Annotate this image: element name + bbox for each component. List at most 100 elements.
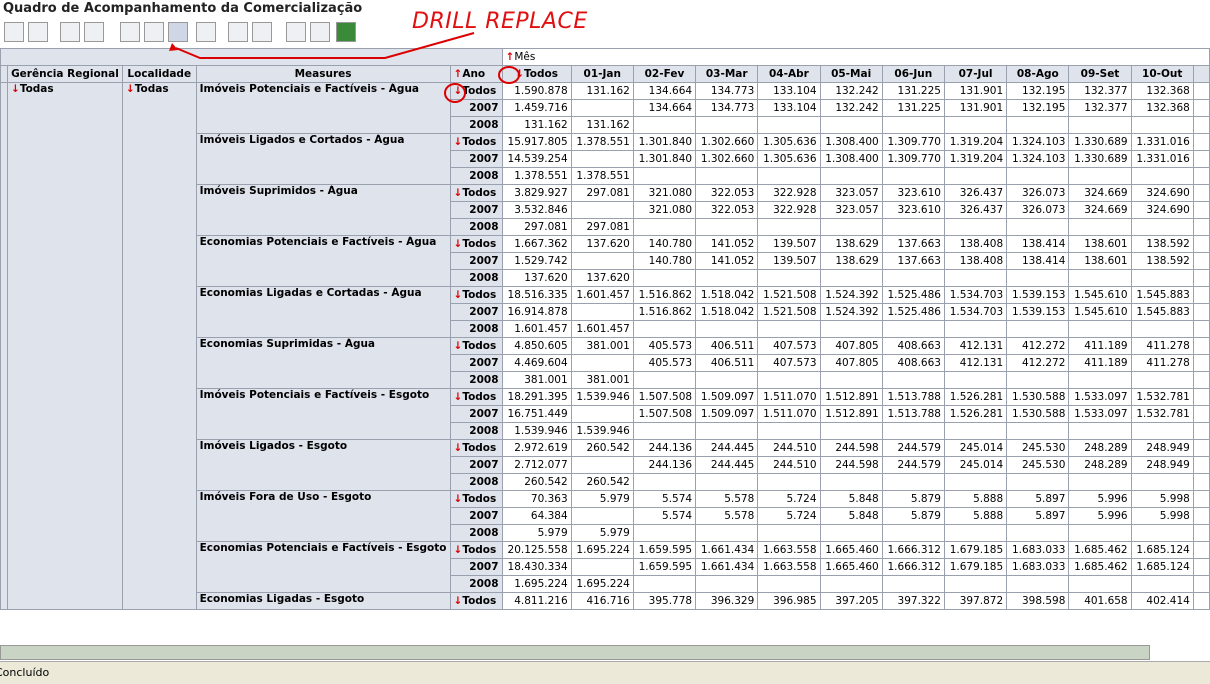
value-cell bbox=[695, 473, 759, 491]
year-member[interactable]: Todos bbox=[449, 286, 503, 304]
tool-button[interactable] bbox=[60, 22, 80, 42]
year-member[interactable]: Todos bbox=[449, 133, 503, 151]
tool-button[interactable] bbox=[84, 22, 104, 42]
value-cell bbox=[1068, 218, 1132, 236]
value-cell: 64.384 bbox=[501, 507, 572, 525]
value-cell: 1.305.636 bbox=[757, 133, 821, 151]
row-header: Localidade bbox=[121, 65, 197, 83]
value-cell: 139.507 bbox=[757, 252, 821, 270]
excel-button[interactable] bbox=[336, 22, 356, 42]
value-cell bbox=[881, 269, 945, 287]
year-member[interactable]: Todos bbox=[449, 592, 503, 610]
value-cell: 5.897 bbox=[1006, 507, 1070, 525]
tool-button[interactable] bbox=[144, 22, 164, 42]
value-cell: 138.629 bbox=[819, 252, 883, 270]
year-member: 2007 bbox=[449, 558, 503, 576]
year-member[interactable]: Todos bbox=[449, 388, 503, 406]
year-member[interactable]: Todos bbox=[449, 337, 503, 355]
value-cell bbox=[881, 371, 945, 389]
value-cell bbox=[1068, 524, 1132, 542]
value-cell: 408.663 bbox=[881, 337, 945, 355]
value-cell: 405.573 bbox=[632, 354, 697, 372]
value-cell: 324.690 bbox=[1130, 201, 1194, 219]
year-member[interactable]: Todos bbox=[449, 184, 503, 202]
value-cell bbox=[1130, 473, 1194, 491]
table-row: 2008 1.695.224 1.695.224 bbox=[1, 575, 1210, 593]
table-row: Economias Suprimidas - ÁguaTodos4.850.60… bbox=[1, 337, 1210, 389]
value-cell: 412.131 bbox=[943, 354, 1008, 372]
year-member: 2007 bbox=[449, 150, 503, 168]
value-cell: 1.378.551 bbox=[570, 167, 634, 185]
value-cell-cut bbox=[1192, 558, 1210, 576]
value-cell: 18.516.335 bbox=[501, 286, 572, 304]
value-cell bbox=[632, 167, 697, 185]
value-cell: 1.685.462 bbox=[1068, 541, 1132, 559]
tool-button[interactable] bbox=[4, 22, 24, 42]
value-cell: 138.592 bbox=[1130, 235, 1194, 253]
value-cell: 326.073 bbox=[1006, 184, 1070, 202]
value-cell-cut bbox=[1192, 82, 1210, 100]
value-cell: 137.620 bbox=[501, 269, 572, 287]
value-cell: 326.073 bbox=[1006, 201, 1070, 219]
value-cell: 132.377 bbox=[1068, 99, 1132, 117]
drill-replace-button[interactable] bbox=[168, 22, 188, 42]
value-cell: 1.659.595 bbox=[632, 541, 697, 559]
tool-button[interactable] bbox=[310, 22, 330, 42]
value-cell: 244.598 bbox=[819, 456, 883, 474]
value-cell bbox=[757, 320, 821, 338]
tool-button[interactable] bbox=[28, 22, 48, 42]
tool-button[interactable] bbox=[286, 22, 306, 42]
value-cell: 1.663.558 bbox=[757, 541, 821, 559]
value-cell bbox=[695, 422, 759, 440]
value-cell: 322.053 bbox=[695, 184, 759, 202]
tool-button[interactable] bbox=[252, 22, 272, 42]
value-cell: 1.331.016 bbox=[1130, 133, 1194, 151]
gerencia-member[interactable]: Todas bbox=[7, 82, 123, 610]
year-member[interactable]: Todos bbox=[449, 439, 503, 457]
table-row: 2007 4.469.604 405.573 406.511 407.573 407.80… bbox=[1, 354, 1210, 372]
value-cell: 1.679.185 bbox=[943, 541, 1008, 559]
value-cell: 1.309.770 bbox=[881, 133, 945, 151]
year-member: 2007 bbox=[449, 405, 503, 423]
tool-button[interactable] bbox=[228, 22, 248, 42]
table-row: Imóveis Ligados - EsgotoTodos2.972.61926… bbox=[1, 439, 1210, 491]
year-member: 2008 bbox=[449, 422, 503, 440]
year-member[interactable]: Todos bbox=[449, 541, 503, 559]
value-cell bbox=[1130, 167, 1194, 185]
value-cell bbox=[819, 524, 883, 542]
horizontal-scrollbar[interactable] bbox=[0, 645, 1150, 660]
value-cell bbox=[943, 269, 1008, 287]
year-member[interactable]: Todos bbox=[449, 235, 503, 253]
value-cell: 18.291.395 bbox=[501, 388, 572, 406]
value-cell: 411.189 bbox=[1068, 354, 1132, 372]
column-dimension[interactable]: Mês bbox=[501, 48, 1210, 66]
value-cell: 1.667.362 bbox=[501, 235, 572, 253]
value-cell bbox=[695, 575, 759, 593]
value-cell-cut bbox=[1192, 235, 1210, 253]
value-cell: 131.901 bbox=[943, 82, 1008, 100]
tool-button[interactable] bbox=[196, 22, 216, 42]
year-member[interactable]: Todos bbox=[449, 82, 503, 100]
value-cell: 1.302.660 bbox=[695, 150, 759, 168]
table-row: Mês bbox=[0, 48, 1210, 66]
column-header[interactable]: Todos bbox=[501, 65, 572, 83]
value-cell: 381.001 bbox=[570, 371, 634, 389]
value-cell: 416.716 bbox=[570, 592, 634, 610]
value-cell: 5.979 bbox=[570, 524, 634, 542]
year-member[interactable]: Todos bbox=[449, 490, 503, 508]
localidade-member[interactable]: Todas bbox=[121, 82, 197, 610]
value-cell: 4.850.605 bbox=[501, 337, 572, 355]
value-cell: 245.014 bbox=[943, 456, 1008, 474]
value-cell: 248.289 bbox=[1068, 456, 1132, 474]
value-cell: 244.579 bbox=[881, 439, 945, 457]
value-cell bbox=[943, 473, 1008, 491]
value-cell: 132.368 bbox=[1130, 82, 1194, 100]
tool-button[interactable] bbox=[120, 22, 140, 42]
value-cell bbox=[570, 303, 634, 321]
value-cell: 1.539.946 bbox=[501, 422, 572, 440]
measure-name: Imóveis Ligados e Cortados - Água bbox=[195, 133, 451, 185]
value-cell: 5.879 bbox=[881, 490, 945, 508]
row-header[interactable]: Ano bbox=[449, 65, 503, 83]
value-cell bbox=[1006, 116, 1070, 134]
